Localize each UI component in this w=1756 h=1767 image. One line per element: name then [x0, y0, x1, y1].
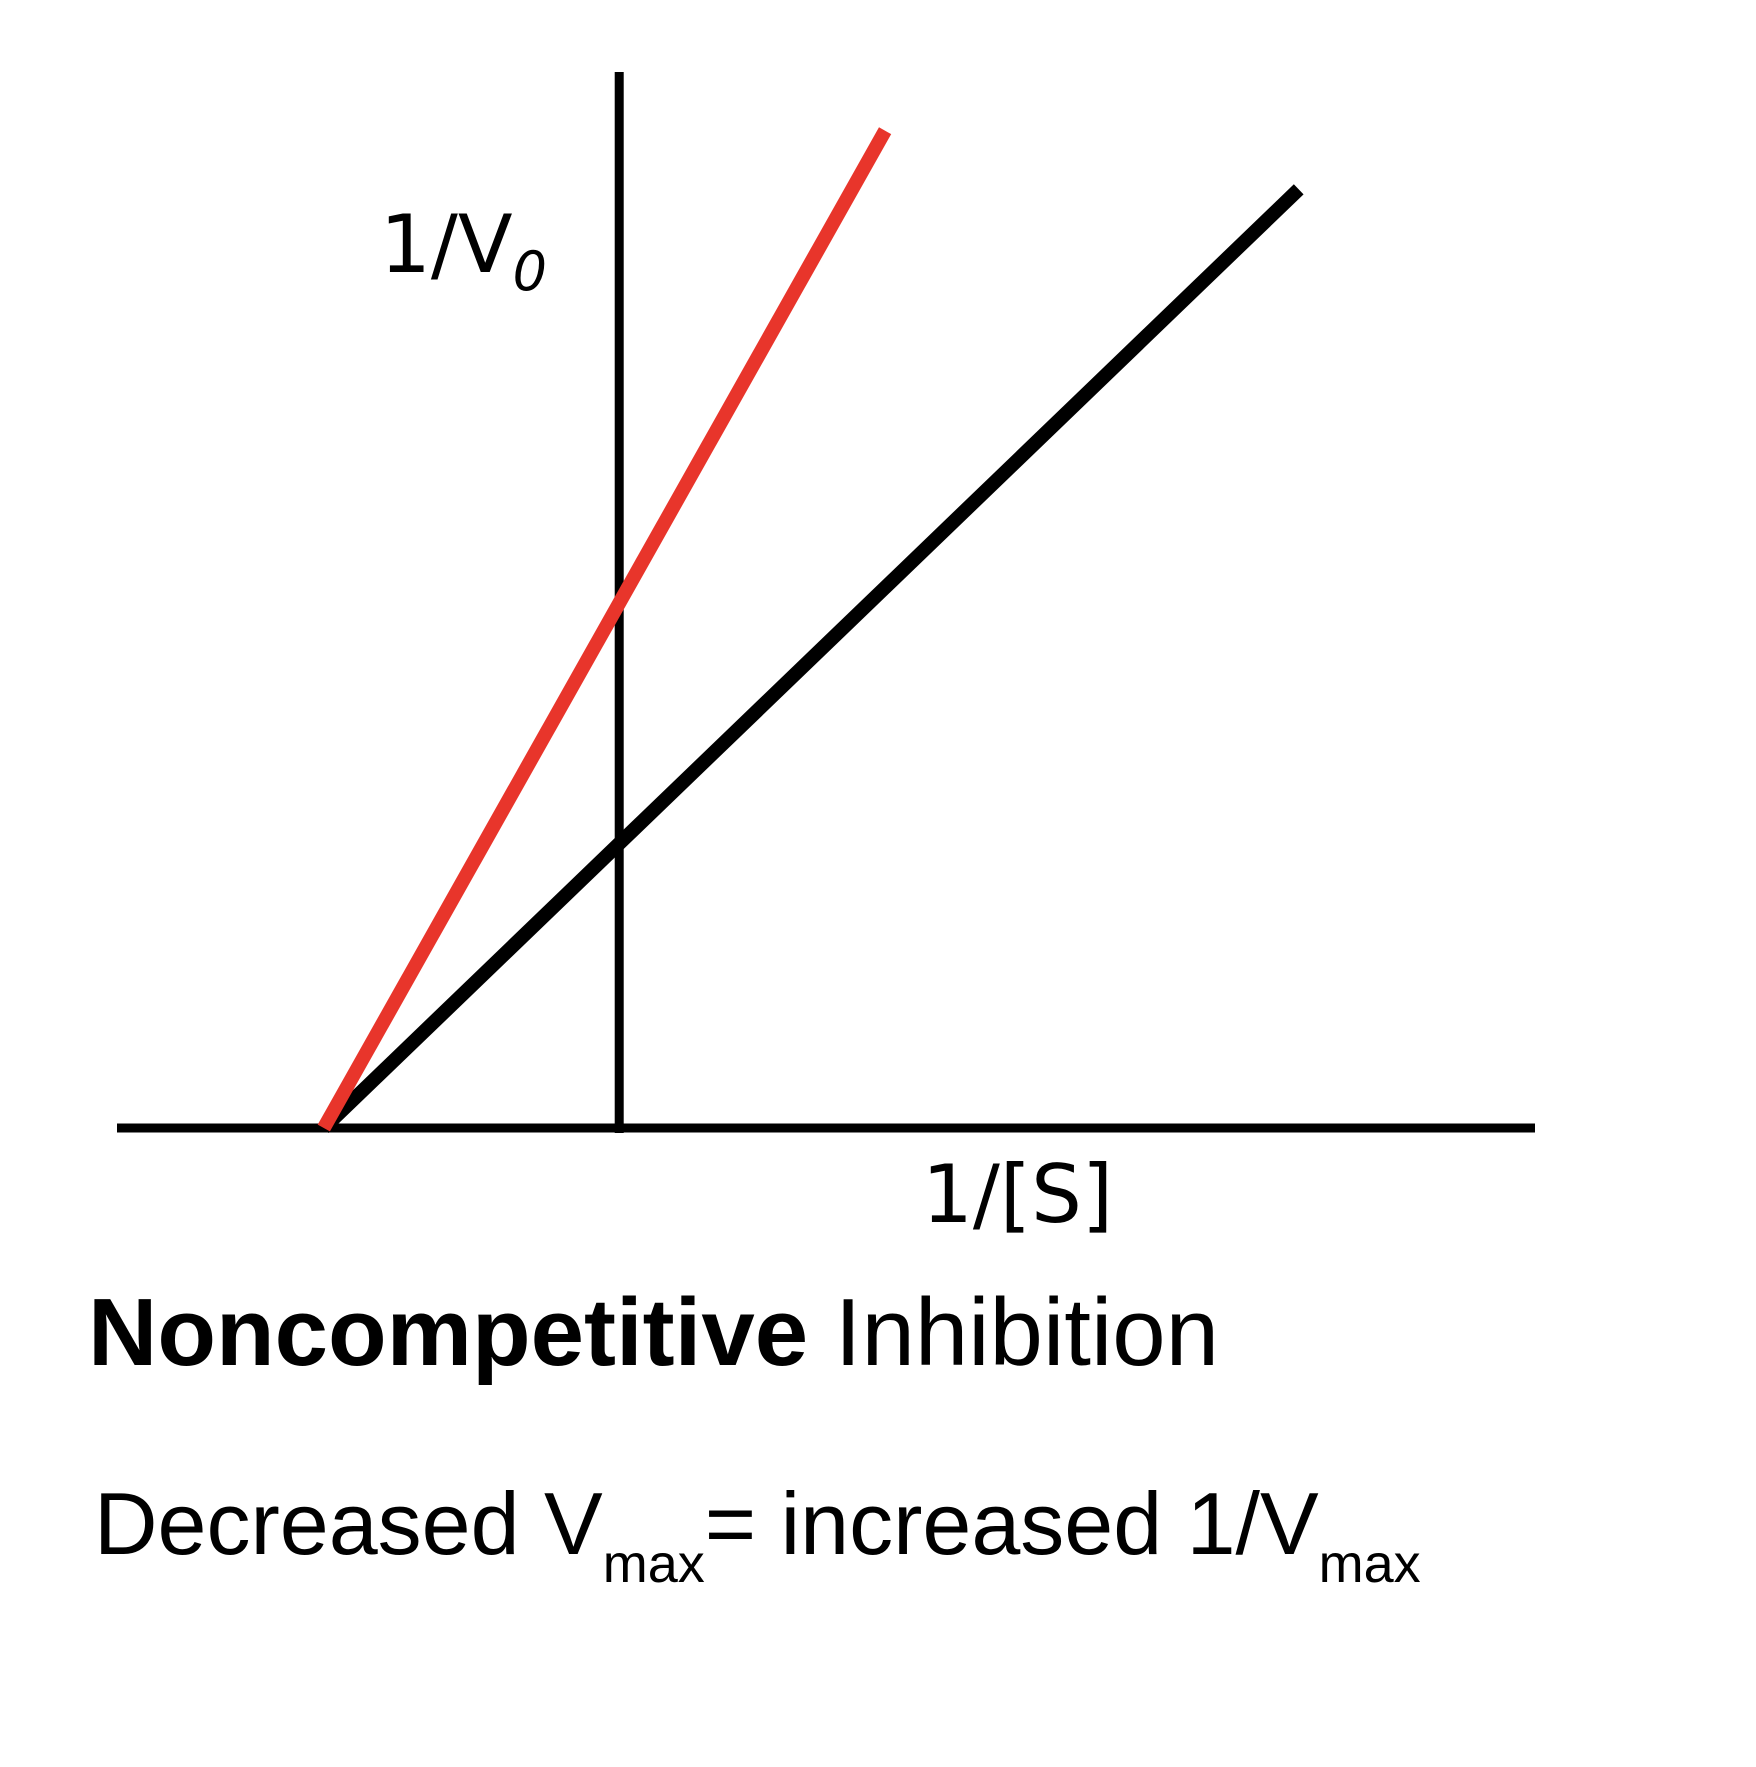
- chart-title-bold: Noncompetitive: [88, 1279, 809, 1386]
- caption-sub1: max: [602, 1534, 705, 1594]
- chart-title: Noncompetitive Inhibition: [88, 1285, 1219, 1381]
- caption-part2: = increased 1/V: [704, 1474, 1319, 1573]
- caption-part1: Decreased V: [94, 1474, 603, 1573]
- x-axis-label: 1/[S]: [922, 1148, 1113, 1241]
- caption-sub2: max: [1318, 1534, 1421, 1594]
- y-axis-label: 1/V0: [380, 198, 547, 303]
- chart-title-regular: Inhibition: [834, 1279, 1220, 1386]
- caption: Decreased Vmax= increased 1/Vmax: [94, 1480, 1421, 1592]
- series-line-inhibited: [317, 127, 892, 1132]
- series-line-uninhibited: [318, 184, 1304, 1134]
